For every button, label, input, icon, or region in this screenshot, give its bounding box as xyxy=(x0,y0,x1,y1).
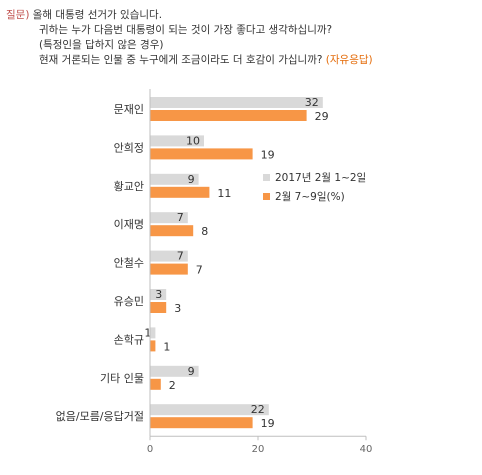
question-line-1-text: 올해 대통령 선거가 있습니다. xyxy=(32,9,163,21)
data-label-feb-7-9: 7 xyxy=(196,264,203,277)
question-line-3: (특정인을 답하지 않은 경우) xyxy=(39,39,164,51)
data-label-feb-1-2: 1 xyxy=(144,326,151,339)
category-label: 문재인 xyxy=(114,103,144,116)
category-label: 황교안 xyxy=(114,180,144,193)
x-tick-label: 40 xyxy=(360,444,373,455)
bar-feb-7-9 xyxy=(150,110,307,121)
data-label-feb-1-2: 9 xyxy=(188,173,195,186)
bar-feb-7-9 xyxy=(150,225,194,237)
data-label-feb-7-9: 29 xyxy=(315,110,329,123)
x-tick-label: 20 xyxy=(252,444,265,455)
data-label-feb-1-2: 7 xyxy=(177,250,184,263)
data-label-feb-7-9: 19 xyxy=(261,417,275,430)
data-label-feb-1-2: 9 xyxy=(188,365,195,378)
bar-feb-7-9 xyxy=(150,263,188,275)
legend-swatch-feb-1-2 xyxy=(263,174,270,181)
data-label-feb-1-2: 7 xyxy=(177,211,184,224)
bar-feb-7-9 xyxy=(150,417,253,429)
question-note: (자유응답) xyxy=(325,54,373,66)
category-label: 유승민 xyxy=(114,295,144,308)
data-label-feb-7-9: 3 xyxy=(174,302,181,315)
legend-label-feb-7-9: 2월 7~9일(%) xyxy=(275,190,345,203)
legend-swatch-feb-7-9 xyxy=(263,193,270,200)
bar-feb-1-2 xyxy=(150,327,156,339)
bar-feb-1-2 xyxy=(150,97,323,108)
question-line-4: 현재 거론되는 인물 중 누구에게 조금이라도 더 호감이 가십니까? (자유응… xyxy=(6,53,476,68)
bar-feb-7-9 xyxy=(150,148,253,160)
category-label: 손학규 xyxy=(114,333,144,346)
legend-label-feb-1-2: 2017년 2월 1~2일 xyxy=(275,171,366,184)
data-label-feb-1-2: 32 xyxy=(305,96,319,109)
bar-feb-1-2 xyxy=(150,212,188,224)
data-label-feb-7-9: 8 xyxy=(201,225,208,238)
bar-feb-7-9 xyxy=(150,186,210,198)
data-label-feb-1-2: 22 xyxy=(251,403,265,416)
bar-feb-1-2 xyxy=(150,250,188,262)
data-label-feb-7-9: 1 xyxy=(163,340,170,353)
data-label-feb-1-2: 10 xyxy=(186,134,200,147)
bar-feb-1-2 xyxy=(150,404,269,416)
question-line-1: 질문) 올해 대통령 선거가 있습니다. xyxy=(6,8,476,23)
data-label-feb-1-2: 3 xyxy=(155,288,162,301)
bar-feb-1-2 xyxy=(150,365,199,377)
category-label: 안희정 xyxy=(114,141,144,154)
category-label: 안철수 xyxy=(114,257,144,270)
bar-feb-7-9 xyxy=(150,378,161,390)
question-prefix: 질문) xyxy=(6,9,30,21)
category-label: 없음/모름/응답거절 xyxy=(56,410,144,423)
category-label: 이재명 xyxy=(114,218,144,231)
category-label: 기타 인물 xyxy=(100,372,144,385)
bar-feb-7-9 xyxy=(150,340,156,352)
question-line-4-text: 현재 거론되는 인물 중 누구에게 조금이라도 더 호감이 가십니까? xyxy=(39,54,323,66)
data-label-feb-7-9: 19 xyxy=(261,148,275,161)
bar-feb-1-2 xyxy=(150,289,167,300)
data-label-feb-7-9: 11 xyxy=(217,187,231,200)
bar-feb-1-2 xyxy=(150,135,204,147)
question-text: 질문) 올해 대통령 선거가 있습니다. 귀하는 누가 다음번 대통령이 되는 … xyxy=(6,8,476,68)
question-line-2: 귀하는 누가 다음번 대통령이 되는 것이 가장 좋다고 생각하십니까? xyxy=(39,24,333,36)
bar-feb-7-9 xyxy=(150,302,167,313)
bar-feb-1-2 xyxy=(150,173,199,185)
data-label-feb-7-9: 2 xyxy=(169,379,176,392)
x-tick-label: 0 xyxy=(147,444,153,455)
